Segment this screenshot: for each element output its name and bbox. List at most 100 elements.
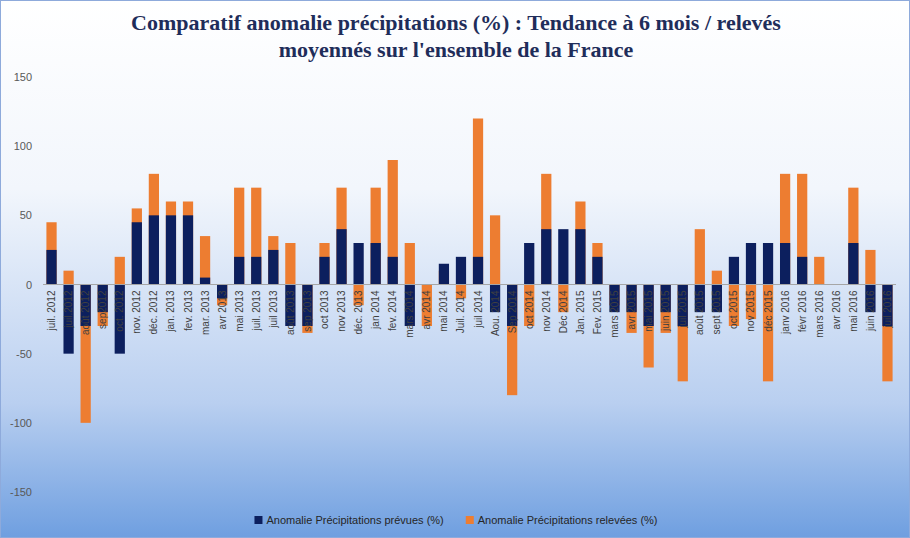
x-tick-label: nov. 2012: [131, 290, 142, 334]
x-tick-label: avr 2014: [421, 290, 432, 329]
bar: [388, 257, 398, 285]
x-tick-label: août 2015: [694, 290, 705, 335]
bar: [115, 285, 125, 354]
x-tick-label: sep2012: [97, 290, 108, 329]
x-tick-label: jan. 2013: [165, 290, 176, 333]
bar: [882, 285, 892, 382]
x-tick-label: avr 2013: [217, 290, 228, 329]
bar: [661, 285, 671, 333]
x-tick-label: oct 2014: [524, 290, 535, 329]
x-tick-label: Déc 2014: [558, 290, 569, 333]
x-tick-label: mars 2015: [609, 290, 620, 338]
y-tick-label: -100: [10, 417, 32, 429]
bar: [592, 243, 602, 285]
bar: [746, 243, 756, 285]
x-tick-label: nov 2014: [541, 290, 552, 332]
bar: [473, 119, 483, 285]
bar: [46, 250, 56, 285]
y-tick-label: 150: [14, 71, 32, 83]
bar: [780, 174, 790, 285]
bar: [865, 250, 875, 285]
bar: [251, 188, 261, 285]
x-tick-label: déc. 2013: [353, 290, 364, 334]
bar: [371, 188, 381, 285]
y-tick-label: 50: [20, 209, 32, 221]
x-tick-label: août 2013: [285, 290, 296, 335]
x-tick-label: Sep 2014: [507, 290, 518, 333]
x-tick-label: juin 2016: [865, 290, 876, 332]
x-tick-label: juin 2015: [660, 290, 671, 332]
x-tick-label: juil.2012: [63, 290, 74, 329]
x-tick-label: juil 2015: [677, 290, 688, 329]
x-tick-label: juil 2013: [268, 290, 279, 329]
y-tick-label: 100: [14, 140, 32, 152]
bar: [200, 236, 210, 284]
bar: [678, 285, 688, 382]
chart-svg: -150 -100 -50 0 50 100 150 juil. 2012 juil.2012 a…: [1, 1, 910, 538]
x-tick-label: janv 2016: [780, 290, 791, 335]
x-tick-label: déc. 2012: [148, 290, 159, 334]
bar: [388, 160, 398, 285]
bar: [405, 243, 415, 285]
x-tick-label: Jan. 2015: [575, 290, 586, 334]
bar: [490, 215, 500, 284]
bar: [115, 257, 125, 285]
x-tick-label: mai 2016: [848, 290, 859, 332]
bar: [729, 257, 739, 285]
x-tick-label: mai 2014: [438, 290, 449, 332]
x-tick-label: mai 2015: [643, 290, 654, 332]
legend-swatch: [466, 516, 474, 524]
x-tick-label: déc 2015: [763, 290, 774, 332]
legend: Anomalie Précipitations prévues (%)Anoma…: [254, 514, 657, 526]
bar: [371, 243, 381, 285]
bar: [183, 202, 193, 285]
y-tick-label: 0: [26, 279, 32, 291]
x-tick-label: fev. 2014: [387, 290, 398, 331]
x-tick-label: juil. 2012: [46, 290, 57, 331]
x-tick-label: mai 2013: [234, 290, 245, 332]
x-tick-label: Aou. 2014: [490, 290, 501, 336]
x-tick-label: août 2012: [80, 290, 91, 335]
x-tick-label: fev. 2013: [183, 290, 194, 331]
x-tick-label: sept 2015: [711, 290, 722, 334]
x-tick-label: juil 2016: [882, 290, 893, 329]
bar: [319, 243, 329, 285]
bar: [626, 285, 636, 333]
bar: [234, 257, 244, 285]
y-tick-label: -150: [10, 486, 32, 498]
x-tick-label: jan 2014: [370, 290, 381, 330]
bar: [797, 174, 807, 285]
x-tick-label: juil. 2013: [251, 290, 262, 331]
bar: [439, 264, 449, 285]
x-tick-label: juil 2014: [473, 290, 484, 329]
bar: [695, 229, 705, 284]
bar: [81, 285, 91, 423]
bar: [524, 243, 534, 285]
bar: [353, 243, 363, 285]
bar: [63, 285, 73, 354]
bar: [302, 285, 312, 333]
bar: [166, 215, 176, 284]
bar: [848, 188, 858, 285]
bar: [473, 257, 483, 285]
bar: [644, 285, 654, 368]
bar: [763, 285, 773, 382]
bar: [336, 188, 346, 285]
bar: [456, 257, 466, 285]
chart-frame: Comparatif anomalie précipitations (%) :…: [0, 0, 910, 538]
bar: [149, 174, 159, 285]
bar: [336, 229, 346, 284]
x-axis-line: [43, 284, 896, 285]
x-tick-label: Fev. 2015: [592, 290, 603, 334]
bar: [541, 229, 551, 284]
bar: [200, 278, 210, 285]
bar: [63, 271, 73, 285]
bar: [575, 229, 585, 284]
x-tick-label: oct 2013: [319, 290, 330, 329]
x-tick-label: mars 2016: [814, 290, 825, 338]
x-tick-label: oct. 2012: [114, 290, 125, 332]
bar: [814, 257, 824, 285]
bar: [848, 243, 858, 285]
bar: [575, 202, 585, 285]
y-tick-label: -50: [16, 348, 32, 360]
